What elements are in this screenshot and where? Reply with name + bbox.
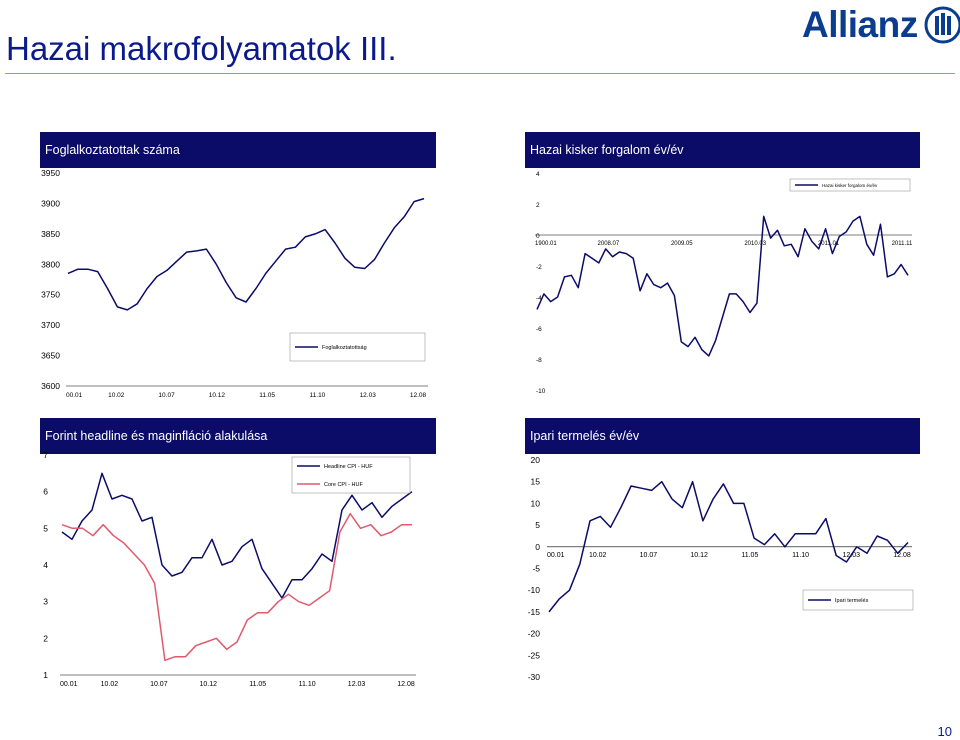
y-tick-label: 6 [43,487,48,497]
legend-box [289,332,426,362]
inflation-chart-header: Forint headline és maginfláció alakulása [40,418,436,454]
series-line-0 [61,472,413,599]
x-tick-label: 2010.03 [744,241,766,247]
y-tick-label: -15 [528,607,541,617]
legend-box [802,589,914,611]
y-tick-label: 10 [531,498,541,508]
y-tick-label: -20 [528,629,541,639]
legend-box [789,178,911,192]
x-tick-label: 00.01 [66,392,83,399]
x-tick-label: 10.12 [200,681,218,688]
y-tick-label: 2 [43,633,48,643]
x-tick-label: 11.10 [792,552,809,559]
x-tick-label: 10.12 [209,392,226,399]
y-tick-label: -4 [536,295,542,302]
x-tick-label: 11.05 [741,552,758,559]
y-tick-label: 3800 [41,259,60,269]
y-tick-label: 2 [536,202,540,209]
legend-label: Headline CPI - HUF [324,464,373,470]
employment-chart-header: Foglalkoztatottak száma [40,132,436,168]
x-tick-label: 10.02 [101,681,119,688]
y-tick-label: 3750 [41,290,60,300]
y-tick-label: -5 [532,564,540,574]
x-tick-label: 12.08 [410,392,427,399]
y-tick-label: 1 [43,670,48,680]
x-tick-label: 10.12 [690,552,708,559]
y-tick-label: 3 [43,597,48,607]
y-tick-label: 5 [43,523,48,533]
allianz-eagle-icon [924,6,960,44]
x-tick-label: 10.02 [108,392,125,399]
y-tick-label: 3600 [41,381,60,391]
x-tick-label: 10.07 [640,552,658,559]
y-tick-label: 0 [536,233,540,240]
retail-chart-header: Hazai kisker forgalom év/év [525,132,920,168]
x-tick-label: 11.10 [299,681,316,688]
x-tick-label: 12.03 [348,681,366,688]
y-tick-label: -10 [528,585,541,595]
y-tick-label: 3700 [41,320,60,330]
legend-box [291,456,411,494]
y-tick-label: -6 [536,326,542,333]
x-tick-label: 10.07 [158,392,175,399]
y-tick-label: 3950 [41,168,60,178]
series-line-0 [548,480,909,613]
x-tick-label: 2011.01 [818,241,840,247]
y-tick-label: 5 [535,520,540,530]
slide-title: Hazai makrofolyamatok III. [6,30,397,67]
x-tick-label: 00.01 [60,681,78,688]
y-tick-label: 4 [536,171,540,178]
legend-label: Core CPI - HUF [324,482,363,488]
series-line-0 [67,197,425,311]
legend-label: Hazai kisker forgalom év/év [822,183,878,188]
y-tick-label: 3900 [41,198,60,208]
y-tick-label: -10 [536,388,546,395]
x-tick-label: 11.05 [259,392,275,399]
y-tick-label: -30 [528,672,541,682]
y-tick-label: -25 [528,650,541,660]
series-line-1 [61,512,412,662]
x-tick-label: 11.05 [249,681,266,688]
x-tick-label: 2011.11 [892,241,913,247]
logo-wordmark: Allianz [802,4,918,45]
x-tick-label: 10.07 [150,681,168,688]
employment-chart-title: Foglalkoztatottak száma [45,143,180,157]
y-tick-label: -2 [536,264,542,271]
series-line-0 [536,215,909,357]
x-tick-label: 11.10 [310,392,326,399]
y-tick-label: 3850 [41,229,60,239]
x-tick-label: 12.03 [843,552,861,559]
legend-label: Ipari termelés [835,598,869,604]
industry-chart-header: Ipari termelés év/év [525,418,920,454]
page-number: 10 [937,724,952,739]
x-tick-label: 1900.01 [535,241,557,247]
inflation-chart-title: Forint headline és maginfláció alakulása [45,429,268,443]
x-tick-label: 12.08 [397,681,415,688]
retail-chart-title: Hazai kisker forgalom év/év [530,143,684,157]
x-tick-label: 2008.07 [598,241,620,247]
industry-chart-title: Ipari termelés év/év [530,429,640,443]
x-tick-label: 00.01 [547,552,565,559]
x-tick-label: 12.08 [893,552,911,559]
x-tick-label: 2009.05 [671,241,693,247]
y-tick-label: -8 [536,357,542,364]
x-tick-label: 12.03 [360,392,377,399]
y-tick-label: 20 [531,455,541,465]
legend-label: Foglalkoztatottság [322,345,367,351]
y-tick-label: 3650 [41,351,60,361]
y-tick-label: 0 [535,542,540,552]
y-tick-label: 4 [43,560,48,570]
allianz-logo: Allianz [802,4,960,46]
x-tick-label: 10.02 [589,552,607,559]
title-divider [5,73,955,74]
y-tick-label: 15 [531,477,541,487]
